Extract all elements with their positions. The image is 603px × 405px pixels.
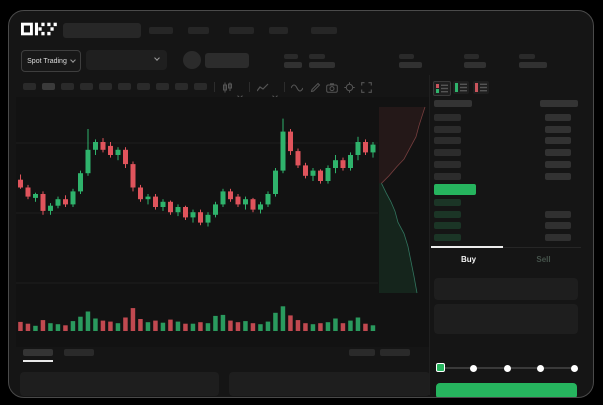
stat-label <box>284 54 298 59</box>
book-col-header-amount <box>540 100 578 107</box>
indicators-icon[interactable] <box>256 82 270 93</box>
top-nav <box>9 11 593 47</box>
bottom-action-placeholder[interactable] <box>349 349 375 356</box>
slider-handle[interactable] <box>435 363 445 372</box>
ask-row-price[interactable] <box>434 114 461 121</box>
orderbook-panel: Buy Sell <box>431 79 581 397</box>
stat-value <box>399 62 422 68</box>
pair-icon <box>183 51 201 69</box>
ask-row-price[interactable] <box>434 149 461 157</box>
timeframe-button[interactable] <box>137 83 150 90</box>
stat-value <box>464 62 486 68</box>
timeframe-button[interactable] <box>194 83 207 90</box>
ask-row-price[interactable] <box>434 172 461 180</box>
nav-item[interactable] <box>311 27 337 34</box>
bid-row-price[interactable] <box>434 199 461 206</box>
market-type-label: Spot Trading <box>27 57 67 65</box>
bottom-tab-active[interactable] <box>23 349 53 356</box>
ask-row-amount[interactable] <box>545 149 571 157</box>
stat-label <box>519 54 535 59</box>
bid-row-price[interactable] <box>434 210 461 218</box>
divider <box>429 75 430 395</box>
book-col-header-price <box>434 100 472 107</box>
okx-logo <box>21 22 57 36</box>
line-tool-icon[interactable] <box>290 82 304 93</box>
last-price-row[interactable] <box>434 184 476 195</box>
slider-stops <box>431 359 581 377</box>
buy-submit-button[interactable] <box>436 383 577 397</box>
book-rows <box>431 79 581 244</box>
pair-selector[interactable] <box>86 50 167 70</box>
pair-name-placeholder[interactable] <box>205 53 249 68</box>
timeframe-button[interactable] <box>80 83 93 90</box>
buy-tab-indicator <box>431 246 503 248</box>
stat-label <box>309 54 325 59</box>
bid-row-amount[interactable] <box>545 233 571 241</box>
ask-row-price[interactable] <box>434 160 461 168</box>
timeframe-button[interactable] <box>61 83 74 90</box>
camera-icon[interactable] <box>325 82 339 93</box>
slider-stop-dot[interactable] <box>570 364 578 372</box>
bottom-panel-right <box>229 372 430 396</box>
timeframe-button[interactable] <box>175 83 188 90</box>
slider-stop-dot[interactable] <box>503 364 511 372</box>
divider <box>431 247 581 248</box>
bid-row-amount[interactable] <box>545 210 571 218</box>
timeframe-button[interactable] <box>118 83 131 90</box>
nav-item[interactable] <box>188 27 209 34</box>
draw-icon[interactable] <box>308 82 322 93</box>
divider <box>214 82 215 92</box>
price-input[interactable] <box>434 278 578 300</box>
settings-icon[interactable] <box>342 82 356 93</box>
buy-tab-label[interactable]: Buy <box>460 255 477 264</box>
bottom-action-placeholder[interactable] <box>380 349 410 356</box>
price-chart-svg[interactable] <box>16 97 430 347</box>
chart-toolbar <box>9 81 429 99</box>
book-asks-icon[interactable] <box>473 81 489 94</box>
nav-item[interactable] <box>229 27 254 34</box>
ask-row-amount[interactable] <box>545 137 571 145</box>
ask-row-amount[interactable] <box>545 160 571 168</box>
bottom-tab[interactable] <box>64 349 94 356</box>
ask-row-amount[interactable] <box>545 172 571 180</box>
ask-row-amount[interactable] <box>545 114 571 121</box>
ask-row-amount[interactable] <box>545 125 571 133</box>
bid-row-price[interactable] <box>434 233 461 241</box>
bid-row-price[interactable] <box>434 222 461 230</box>
bottom-panel-left <box>20 372 219 396</box>
amount-input[interactable] <box>434 304 578 334</box>
bottom-tab-indicator <box>23 360 53 362</box>
nav-item[interactable] <box>149 27 173 34</box>
timeframe-button[interactable] <box>99 83 112 90</box>
search-input[interactable] <box>63 23 141 38</box>
ask-row-price[interactable] <box>434 137 461 145</box>
stat-value <box>309 62 335 68</box>
timeframe-button[interactable] <box>42 83 55 90</box>
stat-value <box>519 62 547 68</box>
market-type-selector[interactable]: Spot Trading <box>21 50 81 72</box>
nav-item[interactable] <box>269 27 288 34</box>
book-bids-icon[interactable] <box>453 81 469 94</box>
ticker-stats <box>9 50 593 72</box>
timeframe-button[interactable] <box>156 83 169 90</box>
timeframe-row <box>9 81 219 95</box>
amount-slider[interactable] <box>431 359 581 377</box>
stat-value <box>284 62 302 68</box>
bid-row-amount[interactable] <box>545 222 571 230</box>
candle-style-icon[interactable] <box>220 82 234 93</box>
slider-stop-dot[interactable] <box>537 364 544 372</box>
stat-label <box>464 54 479 59</box>
sell-tab-label[interactable]: Sell <box>536 255 551 264</box>
price-chart[interactable] <box>16 97 430 347</box>
divider <box>249 82 250 92</box>
slider-stop-dot[interactable] <box>470 364 477 372</box>
ask-row-price[interactable] <box>434 125 461 133</box>
fullscreen-icon[interactable] <box>359 82 373 93</box>
divider <box>284 82 285 92</box>
stat-label <box>399 54 414 59</box>
book-combined-icon[interactable] <box>433 81 451 96</box>
okx-trading-window: Spot Trading <box>8 10 594 398</box>
timeframe-button[interactable] <box>23 83 36 90</box>
